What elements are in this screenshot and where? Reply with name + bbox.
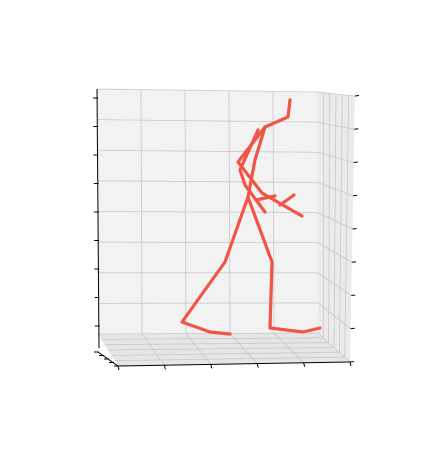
x-axis-tick [118,366,119,370]
grid-line-back-horizontal [98,303,318,304]
right-axis-tick [351,295,355,296]
right-axis-tick [350,362,354,363]
x-axis-tick [350,362,351,366]
x-axis-tick [304,363,305,367]
x-axis-tick [164,365,165,369]
right-axis-tick [354,162,358,163]
right-axis-tick [353,195,357,196]
x-axis-tick [211,364,212,368]
right-axis-tick [351,328,355,329]
grid-line-back-horizontal [98,242,318,243]
right-axis-tick [355,96,359,97]
x-axis-tick [257,364,258,368]
right-axis-tick [353,229,357,230]
right-axis-tick [352,262,356,263]
axes-panes [97,89,355,366]
right-axis-tick [354,129,358,130]
